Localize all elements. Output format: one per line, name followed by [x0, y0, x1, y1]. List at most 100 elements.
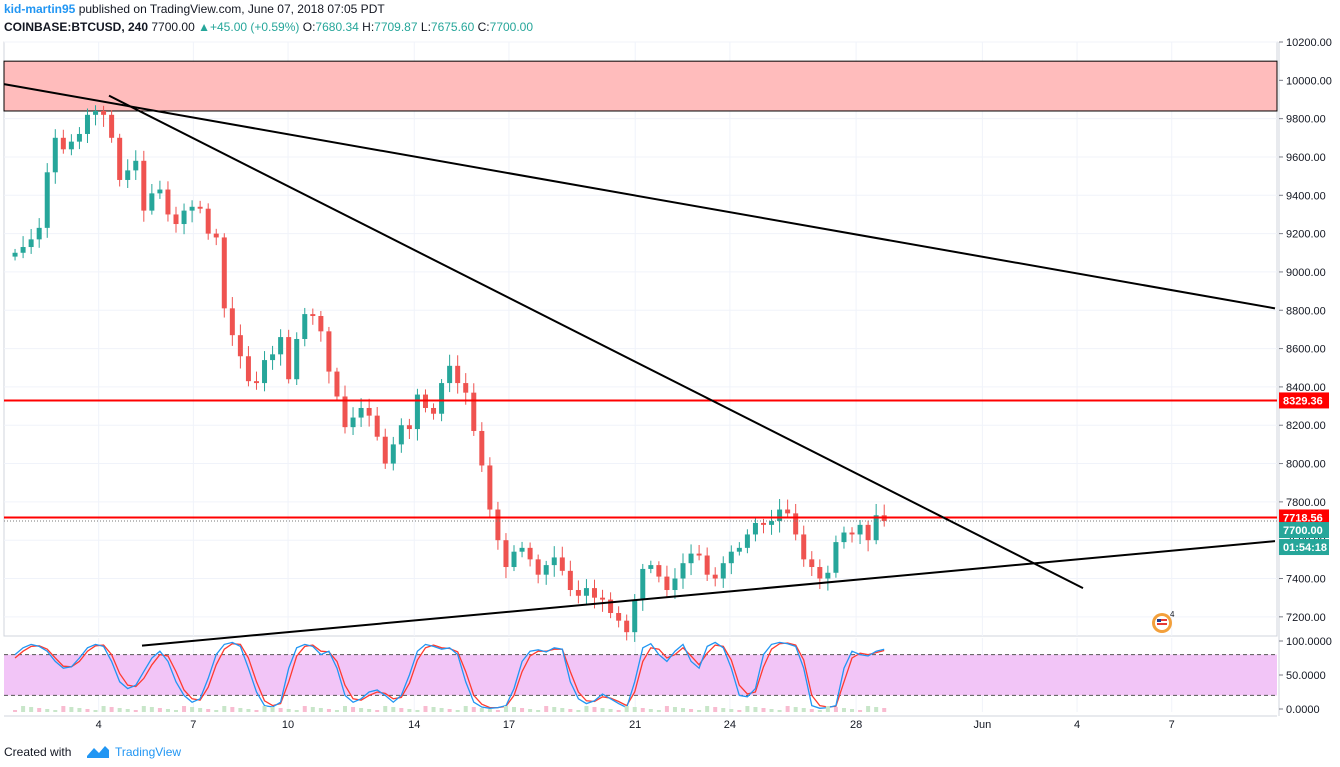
volume-bar — [471, 707, 476, 712]
price-tick-label: 9200.00 — [1286, 229, 1326, 241]
volume-bar — [495, 710, 500, 712]
volume-bar — [769, 709, 774, 712]
candle-body — [648, 565, 654, 569]
candle-body — [479, 430, 485, 466]
volume-bar — [310, 707, 315, 712]
volume-bar — [343, 706, 348, 712]
price-tick-label: 9000.00 — [1286, 267, 1326, 279]
author-link[interactable]: kid-martin95 — [4, 2, 76, 16]
price-axis[interactable]: 10200.00 10000.00 9800.00 9600.00 9400.00 920… — [1278, 37, 1332, 716]
candle-body — [873, 515, 879, 541]
price-tag — [1279, 539, 1329, 556]
volume-bar — [785, 706, 790, 712]
time-tick-label: 21 — [629, 719, 641, 731]
candle-body — [817, 567, 823, 579]
grid — [3, 41, 1278, 717]
time-tick-label: 7 — [190, 719, 196, 731]
volume-bar — [375, 710, 380, 712]
candle-body — [141, 160, 147, 211]
volume-bar — [174, 710, 179, 712]
us-flag-icon[interactable]: 4 — [1152, 610, 1175, 633]
volume-bar — [544, 706, 549, 712]
candle-body — [68, 141, 74, 150]
volume-bar — [664, 706, 669, 712]
candle-body — [28, 239, 34, 248]
volume-bar — [117, 708, 122, 712]
time-tick-label: Jun — [973, 719, 991, 731]
volume-bar — [214, 710, 219, 712]
volume-bar — [93, 710, 98, 712]
last-price: 7700.00 — [151, 20, 195, 34]
time-axis[interactable]: 4 7 10 14 17 21 24 28 Jun 4 7 — [96, 719, 1175, 731]
volume-bar — [423, 706, 428, 712]
volume-bar — [45, 709, 50, 712]
price-tick-label: 10200.00 — [1286, 37, 1332, 49]
candle-body — [672, 578, 678, 591]
candle-body — [197, 206, 203, 209]
volume-bar — [858, 710, 863, 712]
tradingview-logo-icon[interactable] — [85, 742, 111, 762]
volume-bar — [503, 706, 508, 712]
volume-bar — [270, 707, 275, 712]
candle-body — [270, 354, 276, 361]
horizontal-levels[interactable] — [4, 399, 1277, 522]
chart-canvas[interactable]: 10200.00 10000.00 9800.00 9600.00 9400.00 920… — [0, 0, 1340, 740]
volume-bar — [745, 706, 750, 712]
supply-zone[interactable] — [3, 60, 1278, 112]
volume-bar — [391, 707, 396, 712]
candle-body — [205, 208, 211, 234]
candle-body — [117, 137, 123, 180]
candle-body — [809, 559, 815, 568]
volume-bar — [624, 706, 629, 712]
time-tick-label: 24 — [724, 719, 736, 731]
published-text: published on TradingView.com, June 07, 2… — [78, 2, 385, 16]
stoch-tick-label: 50.0000 — [1286, 670, 1326, 682]
candle-body — [801, 534, 807, 560]
high-label: H: — [362, 20, 375, 34]
volume-bar — [182, 706, 187, 712]
candle-body — [511, 551, 517, 568]
ohlc-line: COINBASE:BTCUSD, 240 7700.00 ▲+45.00 (+0… — [4, 20, 533, 34]
chart-header: kid-martin95 published on TradingView.co… — [0, 0, 1340, 40]
trendlines[interactable] — [3, 83, 1276, 647]
candle-body — [229, 308, 235, 336]
tradingview-brand-link[interactable]: TradingView — [115, 745, 182, 759]
candle-body — [680, 563, 686, 579]
volume-bar — [487, 709, 492, 712]
candle-body — [487, 465, 493, 510]
candle-body — [149, 193, 155, 211]
volume-bar — [439, 708, 444, 712]
volume-bar — [576, 710, 581, 712]
candle-body — [318, 316, 324, 332]
symbol-label[interactable]: COINBASE:BTCUSD, 240 — [4, 20, 149, 34]
candle-body — [857, 524, 863, 535]
volume-bar — [254, 710, 259, 712]
volume-bar — [512, 707, 517, 712]
price-tick-label: 8800.00 — [1286, 305, 1326, 317]
footer: Created with TradingView — [0, 740, 1340, 767]
volume-bar — [294, 710, 299, 712]
volume-bar — [157, 708, 162, 712]
price-tick-label: 8400.00 — [1286, 382, 1326, 394]
volume-bar — [737, 710, 742, 712]
volume-bar — [536, 710, 541, 712]
svg-text:4: 4 — [1170, 610, 1175, 619]
volume-bar — [190, 707, 195, 712]
volume-bar — [729, 709, 734, 712]
candle-body — [20, 247, 26, 253]
volume-bar — [141, 706, 146, 712]
volume-bar — [463, 706, 468, 712]
price-tag — [1279, 509, 1329, 526]
price-tick-label: 9800.00 — [1286, 114, 1326, 126]
stochastic-pane — [4, 641, 1277, 709]
volume-bar — [447, 709, 452, 712]
candle-body — [760, 522, 766, 525]
candle-body — [527, 547, 533, 560]
volume-bar — [278, 708, 283, 712]
volume-bar — [841, 708, 846, 712]
volume-bar — [520, 708, 525, 712]
candle-body — [865, 524, 871, 541]
candle-body — [173, 214, 179, 225]
time-tick-label: 4 — [96, 719, 102, 731]
volume-bar — [568, 709, 573, 712]
